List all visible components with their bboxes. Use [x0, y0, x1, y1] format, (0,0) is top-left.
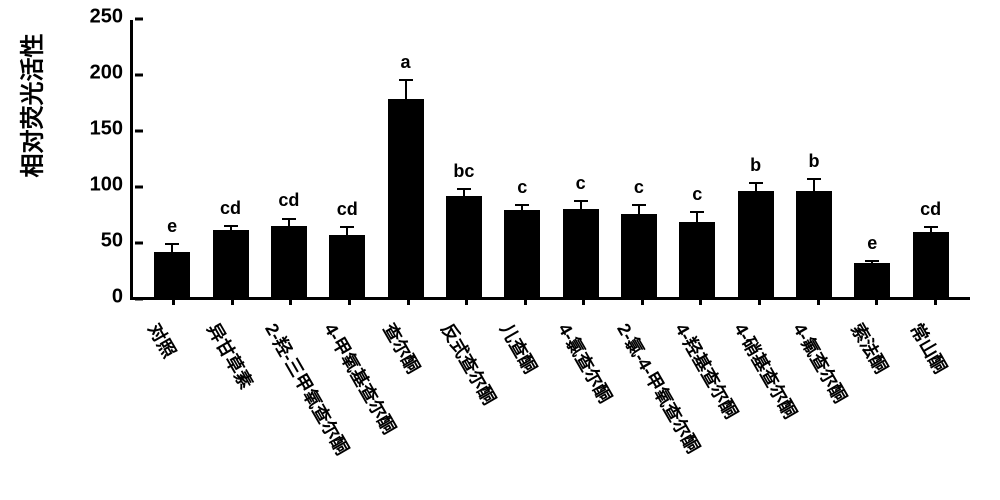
x-tick-mark	[289, 297, 292, 305]
significance-label: cd	[220, 198, 241, 219]
x-tick-mark	[407, 297, 410, 305]
x-tick-mark	[758, 297, 761, 305]
bar-rect	[446, 196, 482, 297]
error-bar	[580, 200, 582, 218]
x-tick-label: 4-氟查尔酮	[787, 318, 854, 407]
significance-label: c	[517, 177, 527, 198]
error-bar	[930, 226, 932, 237]
x-tick-mark	[524, 297, 527, 305]
x-tick-mark	[231, 297, 234, 305]
significance-label: c	[634, 177, 644, 198]
bar: cd	[327, 226, 367, 297]
y-tick: 150	[90, 118, 133, 141]
bar: bc	[444, 188, 484, 297]
bar-rect	[563, 209, 599, 297]
significance-label: b	[808, 151, 819, 172]
bar-rect	[271, 226, 307, 297]
bar-rect	[738, 191, 774, 297]
y-axis-label: 相对荧光活性	[13, 34, 48, 178]
x-tick-label: 常山酮	[904, 318, 954, 378]
bar-rect	[213, 230, 249, 297]
significance-label: c	[692, 184, 702, 205]
y-tick: 250	[90, 6, 133, 29]
error-bar	[288, 218, 290, 236]
bar-chart: 相对荧光活性 050100150200250 ecdcdcdabcccccbbe…	[0, 0, 1000, 500]
bar-rect	[913, 232, 949, 297]
x-tick-label: 异甘草素	[201, 318, 260, 393]
significance-label: e	[867, 233, 877, 254]
bar-rect	[388, 99, 424, 297]
error-bar	[230, 225, 232, 234]
bar-rect	[854, 263, 890, 297]
bar: c	[619, 204, 659, 297]
bar-rect	[621, 214, 657, 297]
bar: e	[152, 243, 192, 297]
significance-label: a	[401, 52, 411, 73]
error-bar	[171, 243, 173, 261]
bars-container: ecdcdcdabcccccbbecd	[133, 20, 970, 297]
y-tick: 100	[90, 174, 133, 197]
error-bar	[871, 260, 873, 267]
x-tick-mark	[875, 297, 878, 305]
error-bar	[463, 188, 465, 204]
bar: c	[561, 200, 601, 297]
x-tick-label: 对照	[143, 318, 184, 362]
x-tick-mark	[348, 297, 351, 305]
bar: b	[736, 182, 776, 297]
x-tick-label: 儿查酮	[494, 318, 544, 378]
significance-label: e	[167, 216, 177, 237]
bar: cd	[911, 226, 951, 297]
error-bar	[638, 204, 640, 224]
bar-rect	[504, 210, 540, 297]
bar: cd	[211, 225, 251, 297]
y-tick: 200	[90, 62, 133, 85]
bar-rect	[679, 222, 715, 297]
significance-label: c	[576, 173, 586, 194]
significance-label: cd	[920, 199, 941, 220]
x-labels: 对照异甘草素2-羟-三甲氧查尔酮4-甲氧基查尔酮查尔酮反式查尔酮儿查酮4-氯查尔…	[130, 310, 970, 480]
plot-area: 050100150200250 ecdcdcdabcccccbbecd	[130, 20, 970, 300]
x-tick-label: 反式查尔酮	[436, 318, 504, 409]
x-tick-label: 查尔酮	[377, 318, 427, 378]
x-tick-label: 4-氯查尔酮	[553, 318, 620, 407]
error-bar	[405, 79, 407, 119]
y-tick: 0	[112, 286, 133, 309]
bar: cd	[269, 218, 309, 298]
error-bar	[813, 178, 815, 203]
x-tick-mark	[934, 297, 937, 305]
bar: e	[852, 260, 892, 297]
error-bar	[755, 182, 757, 200]
bar-rect	[796, 191, 832, 297]
bar: a	[386, 79, 426, 297]
significance-label: b	[750, 155, 761, 176]
bar: c	[677, 211, 717, 297]
x-tick-mark	[699, 297, 702, 305]
bar-rect	[329, 235, 365, 297]
x-tick-mark	[172, 297, 175, 305]
error-bar	[696, 211, 698, 233]
significance-label: bc	[453, 161, 474, 182]
significance-label: cd	[278, 190, 299, 211]
x-tick-label: 索法酮	[846, 318, 896, 378]
significance-label: cd	[337, 199, 358, 220]
y-tick: 50	[101, 230, 133, 253]
x-tick-mark	[465, 297, 468, 305]
x-tick-mark	[817, 297, 820, 305]
bar: b	[794, 178, 834, 297]
x-tick-mark	[641, 297, 644, 305]
error-bar	[521, 204, 523, 215]
bar: c	[502, 204, 542, 297]
x-tick-mark	[582, 297, 585, 305]
error-bar	[346, 226, 348, 244]
